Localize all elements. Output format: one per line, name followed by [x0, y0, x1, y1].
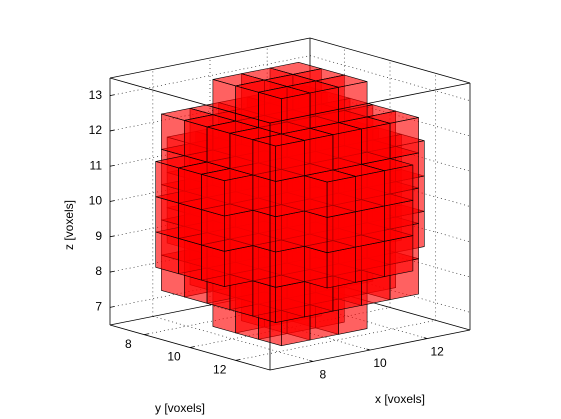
x-tick-label: 12: [430, 345, 444, 359]
voxel-face: [326, 211, 357, 254]
tick-mark: [109, 94, 115, 97]
z-axis-label: z [voxels]: [62, 200, 76, 250]
voxel-face: [303, 210, 328, 254]
axis-edge: [109, 77, 271, 124]
axis-edge: [309, 37, 471, 84]
voxel-face: [155, 231, 179, 275]
voxel-face: [229, 132, 254, 176]
tick-mark: [109, 270, 115, 273]
voxel: [258, 86, 311, 135]
voxel-face: [275, 210, 305, 253]
voxel-face: [178, 202, 202, 246]
voxel: [303, 169, 357, 218]
z-tick-label: 12: [89, 123, 103, 137]
axis-edge: [109, 37, 311, 79]
x-tick-label: 8: [320, 368, 327, 382]
voxel-face: [252, 174, 277, 218]
voxel-face: [178, 238, 202, 281]
voxel-face: [275, 281, 305, 323]
voxel-face: [161, 113, 185, 157]
voxel-face: [184, 120, 208, 163]
voxel: [201, 168, 254, 217]
voxel-face: [309, 86, 339, 129]
z-tick-label: 9: [95, 229, 102, 243]
axis-edge: [269, 329, 471, 371]
voxel-face: [355, 205, 385, 248]
y-tick-label: 12: [213, 363, 227, 377]
voxel-face: [332, 128, 362, 171]
voxel-face: [252, 209, 277, 253]
voxel-face: [275, 175, 305, 218]
voxel-face: [178, 167, 202, 210]
voxel-face: [252, 280, 277, 323]
voxel-face: [212, 79, 236, 122]
y-axis-label: y [voxels]: [155, 401, 205, 415]
z-tick-label: 13: [89, 88, 103, 102]
voxel-face: [338, 81, 368, 123]
z-tick-label: 8: [95, 264, 102, 278]
voxel-face: [355, 240, 385, 283]
z-tick-label: 7: [95, 300, 102, 314]
z-tick-label: 10: [89, 194, 103, 208]
voxel-face: [303, 134, 334, 177]
voxel-face: [383, 164, 414, 207]
voxel-face: [383, 235, 414, 277]
voxel-face: [252, 245, 277, 288]
voxel-face: [326, 176, 357, 218]
voxel: [252, 133, 305, 182]
voxel-face: [361, 122, 391, 165]
voxel-face: [303, 175, 328, 218]
voxel-face: [303, 245, 328, 289]
voxel-face: [224, 245, 254, 287]
axis-box-front: [109, 77, 471, 370]
z-tick-label: 11: [90, 158, 103, 172]
voxel-face: [201, 244, 225, 287]
voxel-face: [206, 126, 231, 169]
voxel-face: [275, 140, 305, 182]
voxel-face: [224, 209, 254, 252]
voxel-face: [235, 85, 259, 128]
y-tick-label: 10: [167, 350, 181, 364]
voxel-face: [155, 161, 179, 204]
tick-mark: [109, 235, 115, 238]
voxel-face: [275, 245, 305, 288]
tick-mark: [109, 306, 115, 308]
voxels: [155, 61, 425, 347]
voxel-face: [201, 173, 225, 217]
voxel-face: [326, 246, 357, 289]
tick-mark: [109, 164, 115, 167]
voxel-face: [252, 139, 277, 182]
tick-mark: [109, 129, 115, 132]
voxel-face: [389, 117, 419, 159]
x-tick-label: 10: [373, 356, 387, 370]
x-axis-label: x [voxels]: [375, 392, 425, 406]
voxel-face: [281, 92, 311, 135]
voxel-face: [355, 170, 385, 213]
voxel-face: [224, 174, 254, 217]
voxel-face: [155, 196, 179, 239]
tick-mark: [109, 200, 115, 202]
axis-edge: [109, 324, 271, 371]
y-tick-label: 8: [125, 337, 132, 351]
axis-edge: [269, 82, 471, 124]
voxel-face: [383, 199, 414, 242]
voxel-face: [201, 209, 225, 252]
